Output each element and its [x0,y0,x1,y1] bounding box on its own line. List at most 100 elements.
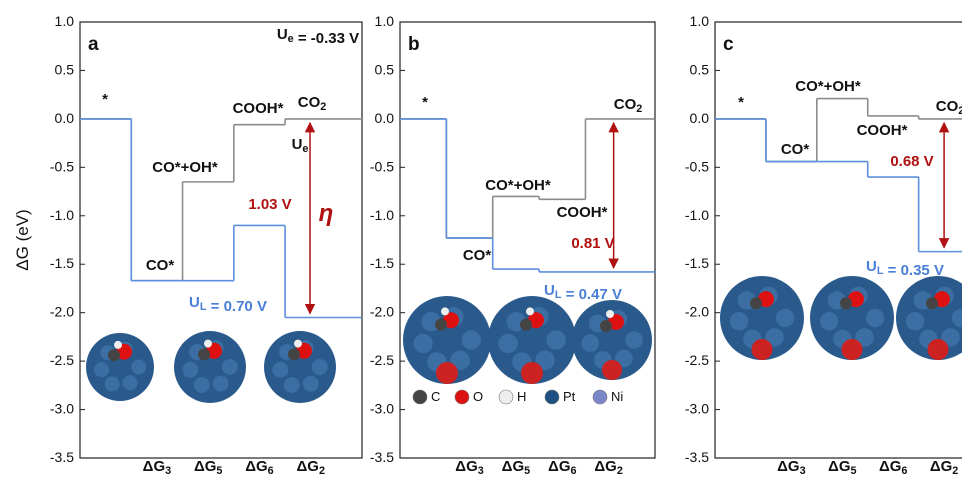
y-tick-label: -1.5 [685,255,709,271]
substrate [927,339,949,360]
c-atom [600,320,612,332]
atom [855,328,874,347]
y-tick-label: -0.5 [370,158,394,174]
level-label: CO2 [614,96,643,115]
level-label: CO* [781,141,810,158]
annotation: η [319,200,334,227]
y-tick-label: -1.5 [370,255,394,271]
x-tick-label: ΔG5 [828,458,856,477]
level-label: CO*+OH* [485,177,551,194]
o-atom [934,291,950,308]
substrate [436,362,458,384]
annotation: UL = 0.70 V [189,294,267,315]
y-axis-title: ΔG (eV) [13,209,32,270]
h-atom [294,339,302,348]
level-label: COOH* [557,204,608,221]
atom [461,330,481,350]
atom [94,362,109,378]
annotation: Ue [292,136,309,155]
atom [283,377,300,393]
atom [311,359,328,375]
legend-label: C [431,389,440,404]
atom [413,333,433,354]
level-label: CO* [463,247,492,264]
y-tick-label: -2.0 [370,303,394,319]
atom [765,328,784,347]
y-tick-label: 1.0 [55,13,75,29]
atom [302,375,319,392]
x-tick-label: ΔG6 [245,458,273,477]
x-tick-label: ΔG2 [296,458,324,477]
c-atom [198,348,210,361]
annotation: 0.81 V [571,235,614,252]
y-tick-label: -1.0 [370,206,394,222]
o-atom [528,312,544,329]
x-tick-label: ΔG2 [930,458,958,477]
y-tick-label: -3.0 [370,400,394,416]
level-label: CO2 [298,94,327,113]
y-tick-label: 0.0 [55,110,75,126]
legend-swatch [498,389,514,405]
level-label: * [422,94,428,111]
atom [272,361,289,378]
y-tick-label: -2.5 [370,352,394,368]
x-tick-label: ΔG6 [548,458,576,477]
atom [193,377,210,393]
atom [581,334,600,352]
legend-label: Pt [563,389,576,404]
c-atom [520,318,532,331]
y-tick-label: 0.0 [375,110,395,126]
c-atom [108,349,120,362]
level-label: COOH* [857,122,908,139]
atom [221,359,238,375]
atom [905,312,925,331]
y-tick-label: -3.0 [50,400,74,416]
y-tick-label: -1.5 [50,255,74,271]
plot-frame [399,21,656,459]
level-label: CO* [146,257,175,274]
atom [450,350,470,371]
legend-swatch [592,389,608,405]
y-tick-label: 1.0 [690,13,710,29]
legend-swatch [454,389,470,405]
atom [865,308,885,328]
x-tick-label: ΔG6 [879,458,907,477]
atom [625,331,643,349]
atom [615,349,633,368]
atom [951,308,962,328]
c-atom [750,297,762,310]
h-atom [204,339,212,348]
annotation: UL = 0.47 V [544,282,622,303]
substrate [841,339,863,360]
atom [498,333,518,354]
atom [546,330,566,350]
o-atom [758,291,774,308]
x-tick-label: ΔG3 [455,458,483,477]
y-tick-label: 1.0 [375,13,395,29]
x-tick-label: ΔG5 [502,458,530,477]
y-tick-label: -0.5 [50,158,74,174]
y-tick-label: 0.5 [55,61,75,77]
legend-label: H [517,389,526,404]
atom [131,359,147,375]
level-label: CO*+OH* [795,78,861,95]
atom [212,375,229,392]
o-atom [848,291,864,308]
atom [941,328,960,347]
y-tick-label: -1.0 [50,206,74,222]
y-tick-label: -3.5 [370,449,394,465]
atom [104,376,120,392]
h-atom [441,307,449,316]
y-tick-label: -2.0 [50,303,74,319]
panel-letter: c [723,34,734,55]
annotation: Ue = -0.33 V [277,26,359,47]
annotation: 1.03 V [248,196,291,213]
h-atom [114,340,122,349]
x-tick-label: ΔG5 [194,458,222,477]
level-label: CO*+OH* [152,159,218,176]
x-tick-label: ΔG3 [143,458,171,477]
substrate [521,362,543,384]
o-atom [443,312,459,329]
legend-label: Ni [611,389,623,404]
